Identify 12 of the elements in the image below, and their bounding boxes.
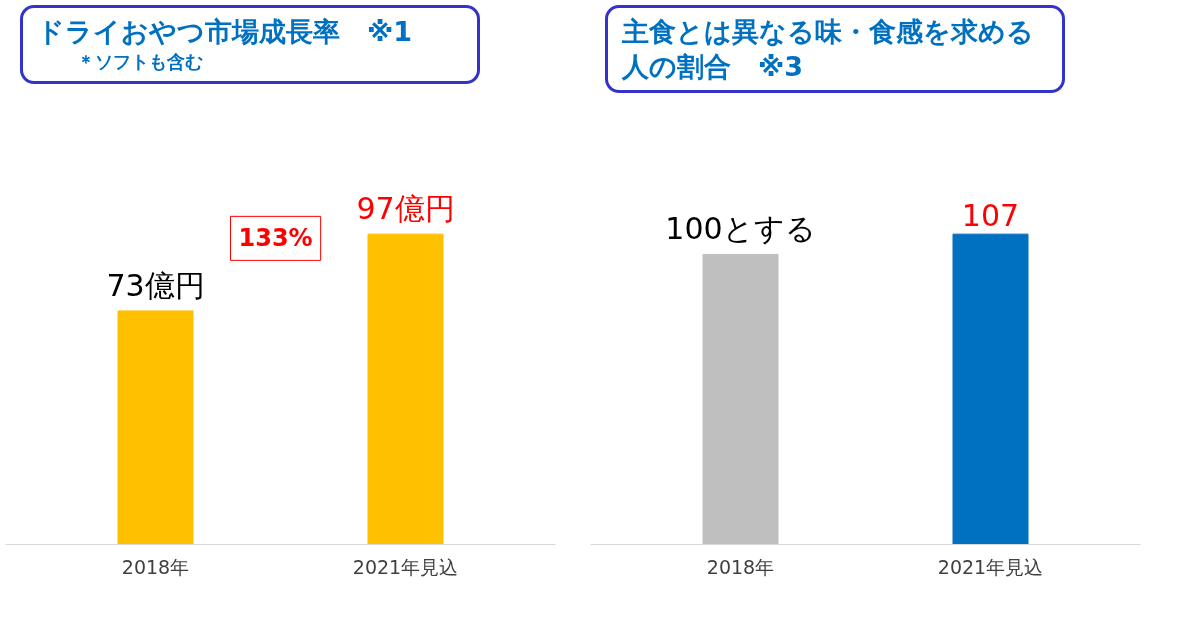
annotation: 133% (238, 224, 313, 253)
data-label: 107 (961, 198, 1020, 234)
x-tick-label: 2018年 (121, 555, 190, 578)
x-tick-label: 2021年見込 (937, 555, 1044, 578)
data-label: 100とする (665, 211, 816, 247)
data-label: 73億円 (106, 267, 205, 303)
chart-title: ドライおやつ市場成長率 ※1 (37, 15, 414, 49)
chart-subtitle: ＊ソフトも含む (77, 50, 204, 75)
chart-title: 主食とは異なる味・食感を求める人の割合 ※3 (622, 15, 1035, 85)
data-label: 97億円 (356, 191, 455, 227)
x-tick-label: 2021年見込 (352, 555, 459, 578)
x-tick-label: 2018年 (706, 555, 775, 578)
